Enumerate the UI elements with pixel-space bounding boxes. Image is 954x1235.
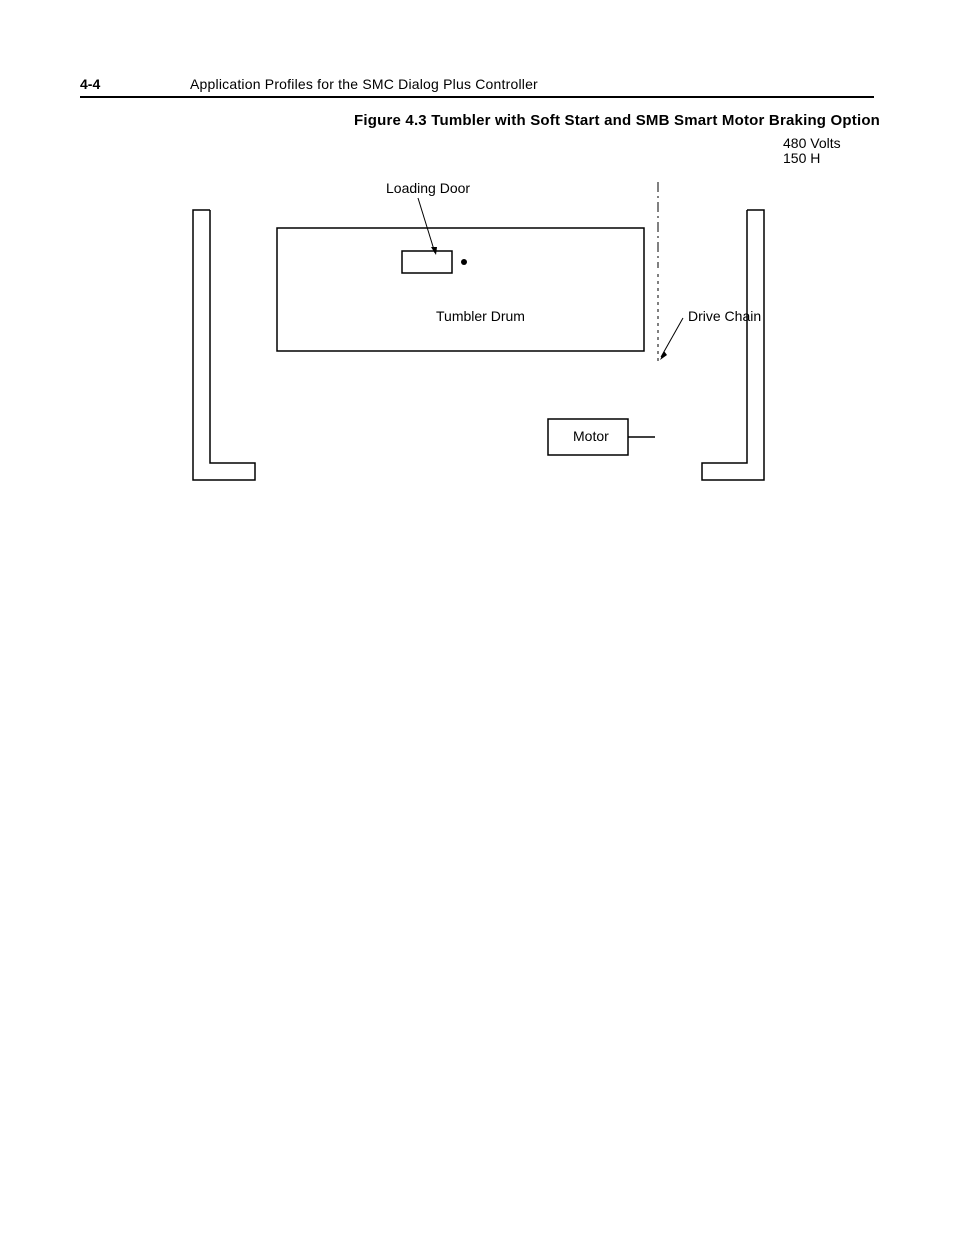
diagram-svg: Loading Door Tumbler Drum Drive Chain Motor… — [180, 138, 880, 518]
running-header: Application Profiles for the SMC Dialog … — [190, 76, 538, 92]
page-number: 4-4 — [80, 76, 100, 92]
drive-chain-leader — [661, 318, 683, 357]
specs-line2: 150 H — [783, 150, 820, 166]
motor-label: Motor — [573, 428, 609, 444]
drive-chain-label: Drive Chain — [688, 308, 761, 324]
loading-door-rect — [402, 251, 452, 273]
arrowhead-icon — [660, 351, 667, 360]
left-support — [193, 210, 255, 480]
tumbler-drum-label: Tumbler Drum — [436, 308, 525, 324]
pivot-dot — [461, 259, 467, 265]
figure-title: Figure 4.3 Tumbler with Soft Start and S… — [354, 112, 880, 129]
header-rule — [80, 96, 874, 98]
loading-door-leader — [418, 198, 435, 253]
page: 4-4 Application Profiles for the SMC Dia… — [0, 0, 954, 1235]
tumbler-drum-rect — [277, 228, 644, 351]
right-support — [702, 210, 764, 480]
figure-diagram: Loading Door Tumbler Drum Drive Chain Motor… — [180, 138, 880, 518]
loading-door-label: Loading Door — [386, 180, 470, 196]
